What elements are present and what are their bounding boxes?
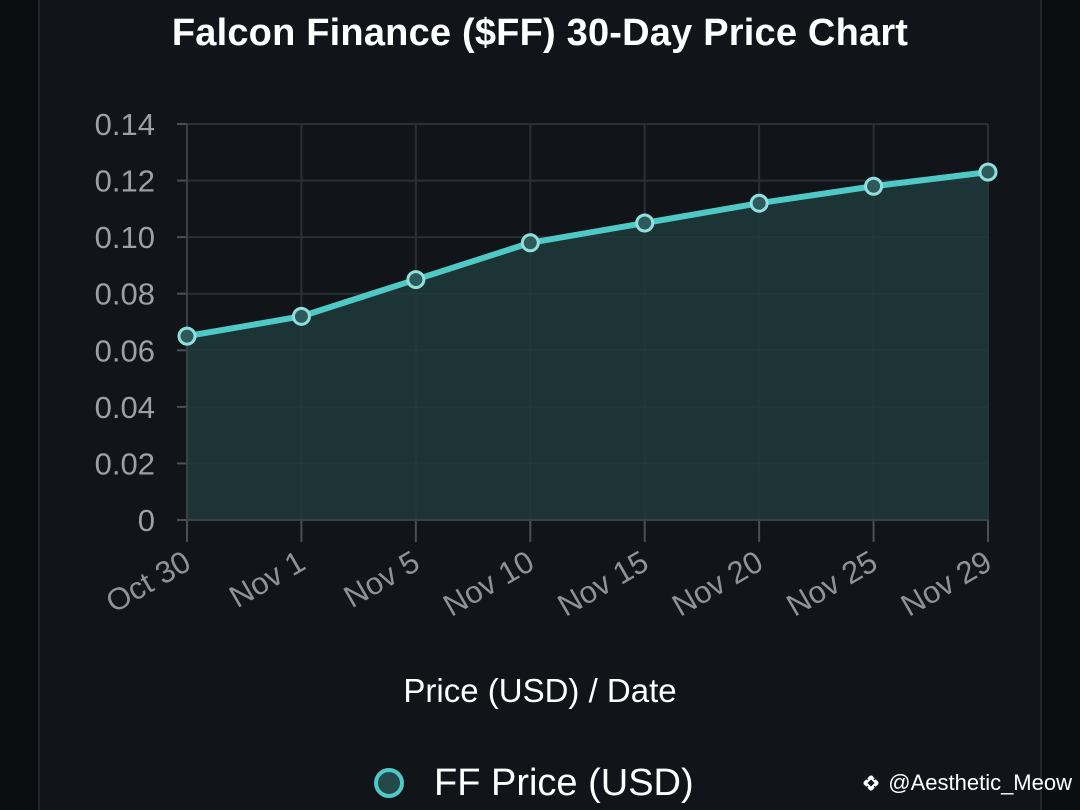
y-tick-labels: 0 0.02 0.04 0.06 0.08 0.10 0.12 0.14 [95,107,155,538]
x-tick-label: Oct 30 [100,544,197,620]
x-tick-label: Nov 29 [895,544,998,623]
area-fill-layer [187,172,988,521]
series-area [187,172,988,521]
data-point [978,162,998,182]
binance-logo-icon [863,775,879,791]
series-line-layer [184,169,991,340]
chart-title: Falcon Finance ($FF) 30-Day Price Chart [171,12,909,54]
watermark-text: @Aesthetic_Meow [888,770,1072,795]
data-point [749,193,769,213]
legend-label: FF Price (USD) [434,761,694,804]
x-tick-label: Nov 5 [338,544,426,615]
x-tick-labels: Oct 30 Nov 1 Nov 5 Nov 10 Nov 15 Nov 20 Nov 25… [100,544,998,623]
watermark: @Aesthetic_Meow [860,770,1072,796]
y-tick-label: 0.10 [95,220,155,255]
y-tick-label: 0.04 [95,390,155,425]
x-tick-label: Nov 15 [552,544,655,623]
data-point [177,326,197,346]
x-tick-label: Nov 25 [780,544,883,623]
axes [177,123,989,542]
data-point [864,176,884,196]
y-tick-label: 0.12 [95,164,155,199]
y-tick-label: 0.06 [95,333,155,368]
legend-marker-icon [374,768,404,798]
data-point [291,306,311,326]
y-tick-label: 0.08 [95,277,155,312]
data-point [520,233,540,253]
data-point [406,270,426,290]
x-tick-label: Nov 10 [437,544,540,623]
x-axis-label: Price (USD) / Date [403,672,677,709]
series-line [184,169,991,340]
y-tick-label: 0.14 [95,107,155,142]
data-point [635,213,655,233]
x-tick-label: Nov 20 [666,544,769,623]
y-tick-label: 0 [138,503,155,538]
x-tick-label: Nov 1 [223,544,311,615]
data-points [177,162,998,346]
legend: FF Price (USD) [374,758,694,808]
y-tick-label: 0.02 [95,446,155,481]
